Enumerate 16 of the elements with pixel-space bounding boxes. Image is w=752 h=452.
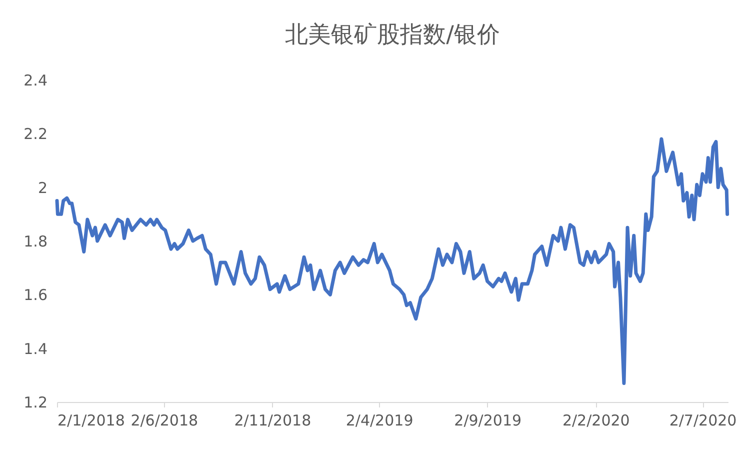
y-tick-label: 1.2 [24, 394, 48, 412]
y-tick-label: 1.6 [24, 286, 48, 304]
x-tick-label: 2/7/2020 [669, 412, 737, 430]
x-tick-label: 2/4/2019 [346, 412, 414, 430]
x-tick-label: 2/6/2018 [130, 412, 198, 430]
x-tick-label: 2/11/2018 [234, 412, 312, 430]
y-tick-label: 2.4 [24, 72, 48, 90]
line-series [55, 137, 730, 385]
x-tick-label: 2/9/2019 [454, 412, 522, 430]
y-tick-label: 1.4 [24, 340, 48, 358]
y-tick-label: 2.2 [24, 125, 48, 144]
chart-title: 北美银矿股指数/银价 [285, 22, 500, 48]
y-tick-label: 1.8 [24, 232, 48, 250]
x-tick-label: 2/2/2020 [562, 412, 630, 430]
y-tick-label: 2 [38, 178, 48, 197]
x-tick-label: 2/1/2018 [58, 412, 125, 430]
